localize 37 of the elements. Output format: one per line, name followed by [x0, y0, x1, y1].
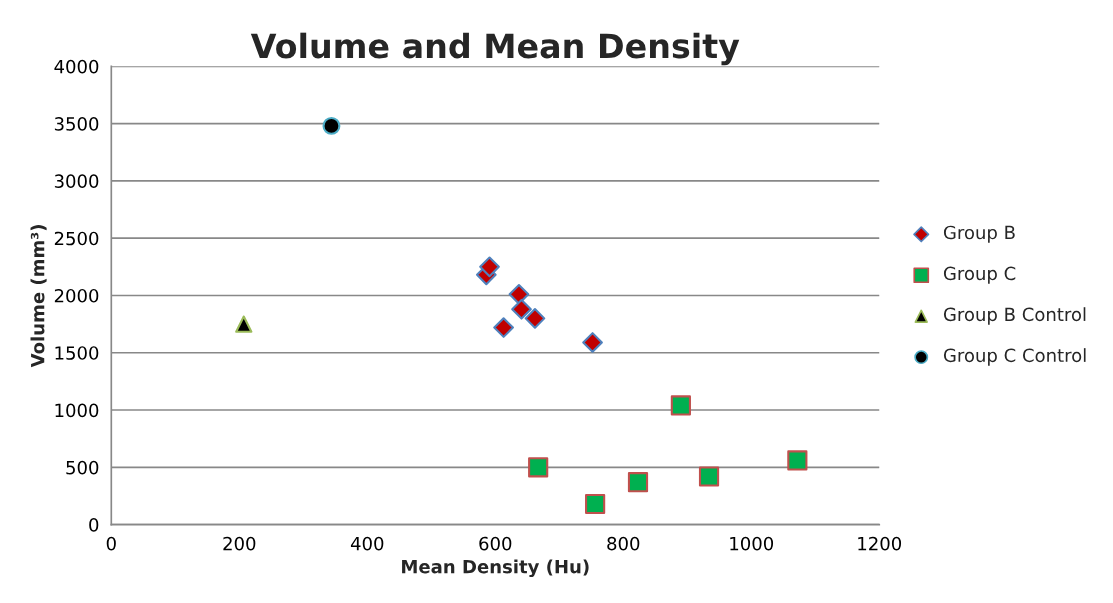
y-tick-label: 2500 [54, 231, 99, 246]
x-tick-label: 600 [479, 536, 512, 551]
point [508, 283, 530, 305]
legend-label: Group C Control [943, 348, 1086, 366]
point [511, 298, 532, 320]
point [235, 315, 253, 333]
point [479, 256, 500, 278]
y-tick-label: 2000 [54, 288, 99, 303]
point [322, 116, 341, 135]
x-tick-label: 1200 [858, 536, 902, 551]
y-tick-label: 3500 [54, 117, 99, 131]
x-tick-label: 200 [223, 536, 256, 551]
x-tick-label: 1000 [730, 536, 774, 551]
x-tick-label: 0 [106, 536, 116, 551]
y-tick-label: 1000 [55, 403, 99, 418]
y-tick-label: 0 [89, 518, 99, 532]
point [528, 457, 549, 478]
point [524, 308, 546, 329]
x-tick-label: 800 [607, 536, 640, 551]
legend-label: Group B [943, 225, 1015, 243]
chart-title: Volume and Mean Density [250, 32, 740, 66]
point [627, 472, 649, 493]
x-axis-title: Mean Density (Hu) [402, 559, 589, 578]
point [582, 332, 603, 353]
legend-label: Group C [943, 266, 1016, 284]
x-tick-label: 400 [350, 536, 384, 551]
y-axis-title: Volume (mm³) [30, 225, 47, 368]
point [585, 493, 606, 515]
point [670, 395, 691, 416]
y-tick-label: 4000 [54, 59, 99, 74]
y-tick-label: 1500 [55, 346, 99, 360]
legend-label: Group B Control [943, 307, 1086, 325]
y-tick-label: 3000 [54, 174, 99, 189]
point [698, 466, 720, 487]
point [787, 450, 808, 471]
point [493, 317, 514, 338]
y-tick-label: 500 [66, 460, 99, 475]
